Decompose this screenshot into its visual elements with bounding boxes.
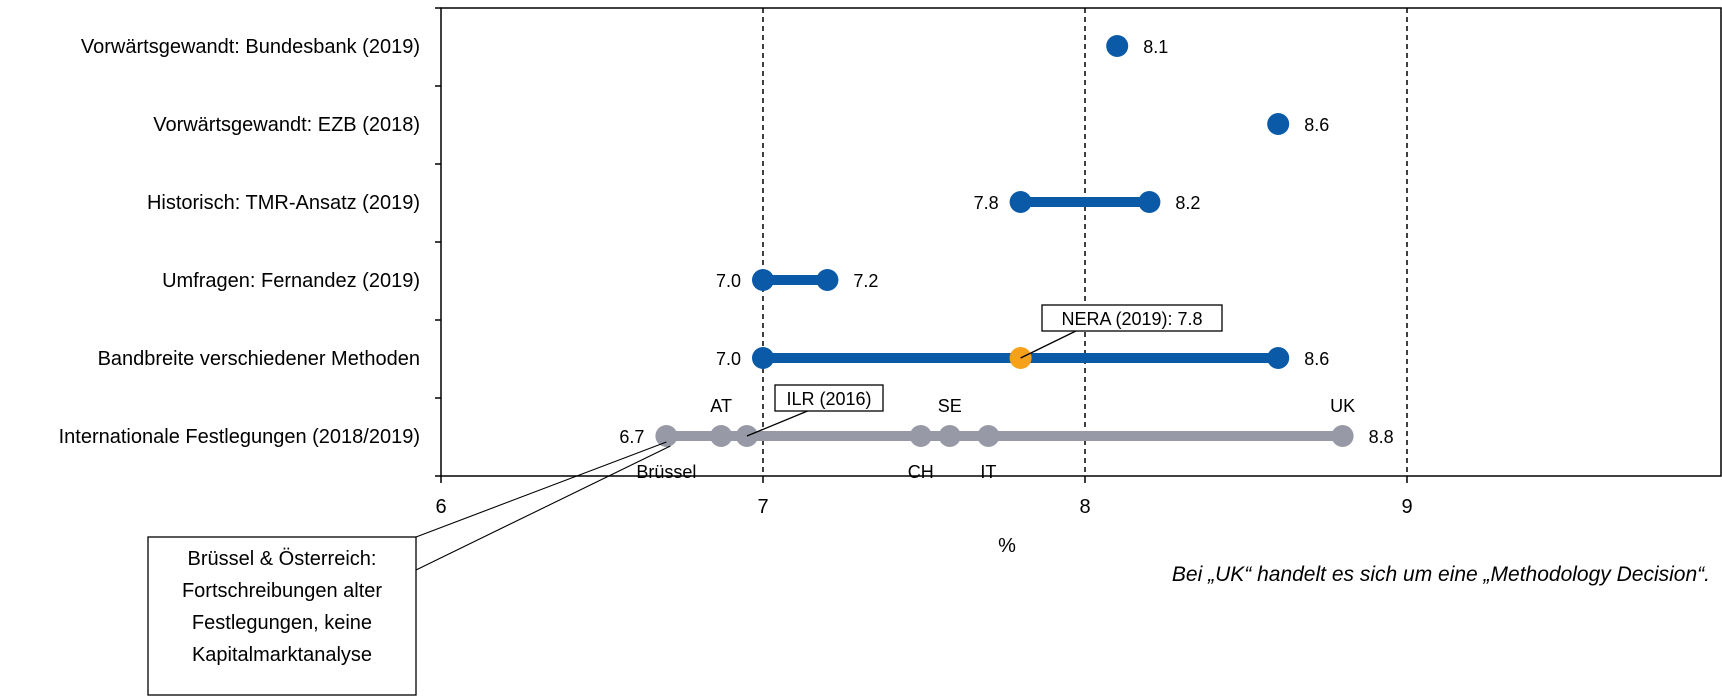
- x-tick-label: 7: [757, 496, 768, 518]
- country-label: AT: [710, 396, 732, 416]
- labels: Vorwärtsgewandt: Bundesbank (2019) Vorwär…: [59, 36, 1710, 586]
- point-low: [752, 347, 774, 369]
- point-high: [816, 269, 839, 291]
- footnote: Bei „UK“ handelt es sich um eine „Method…: [1172, 563, 1710, 586]
- callouts: NERA (2019): 7.8 ILR (2016) Brüssel & Öste…: [147, 304, 1223, 696]
- plot-frame: [440, 7, 1722, 477]
- nera-callout-label: NERA (2019): 7.8: [1061, 309, 1202, 329]
- international-point: [655, 425, 678, 447]
- point-low: [752, 269, 774, 291]
- value-label-low: 7.0: [716, 349, 741, 369]
- point-high: [1267, 347, 1290, 369]
- category-label: Bandbreite verschiedener Methoden: [98, 348, 420, 370]
- x-tick-label: 8: [1079, 496, 1090, 518]
- bruessel-leader-line: [415, 445, 671, 571]
- value-label-low: 7.8: [974, 193, 999, 213]
- ilr-callout-label: ILR (2016): [786, 389, 871, 409]
- category-label: Internationale Festlegungen (2018/2019): [59, 426, 420, 448]
- bruessel-callout-line: Kapitalmarktanalyse: [192, 644, 372, 666]
- series: [655, 35, 1354, 447]
- country-label: UK: [1330, 396, 1355, 416]
- value-label: 8.1: [1143, 37, 1168, 57]
- x-tick-label: 9: [1401, 496, 1412, 518]
- country-label: Brüssel: [636, 462, 696, 482]
- point: [1106, 35, 1129, 57]
- international-point: [1331, 425, 1354, 447]
- value-label-low: 6.7: [619, 427, 644, 447]
- country-label: SE: [938, 396, 962, 416]
- bruessel-leader-line: [415, 441, 667, 538]
- bruessel-callout-box: [147, 536, 417, 696]
- value-label-high: 8.6: [1304, 349, 1329, 369]
- country-label: IT: [980, 462, 996, 482]
- category-label: Vorwärtsgewandt: EZB (2018): [153, 114, 420, 136]
- point-low: [1009, 191, 1032, 213]
- value-label-high: 8.8: [1369, 427, 1394, 447]
- x-tick-label: 6: [435, 496, 446, 518]
- point: [1267, 113, 1290, 135]
- x-axis-label: %: [998, 535, 1016, 557]
- category-label: Vorwärtsgewandt: Bundesbank (2019): [81, 36, 420, 58]
- gridlines: [762, 8, 1408, 476]
- value-label-high: 8.2: [1175, 193, 1200, 213]
- bruessel-callout-line: Festlegungen, keine: [192, 612, 372, 634]
- country-label: CH: [908, 462, 934, 482]
- ilr-callout-box: [774, 384, 884, 412]
- value-label-low: 7.0: [716, 271, 741, 291]
- axes: 6 7 8 9%: [435, 7, 1722, 557]
- value-label: 8.6: [1304, 115, 1329, 135]
- international-point: [909, 425, 932, 447]
- point-high: [1138, 191, 1161, 213]
- bruessel-callout-line: Brüssel & Österreich:: [188, 548, 377, 570]
- international-point: [977, 425, 1000, 447]
- international-point: [938, 425, 961, 447]
- category-label: Umfragen: Fernandez (2019): [162, 270, 420, 292]
- bruessel-callout-line: Fortschreibungen alter: [182, 580, 382, 602]
- category-label: Historisch: TMR-Ansatz (2019): [147, 192, 420, 214]
- ilr-leader-line: [746, 409, 811, 437]
- value-label-high: 7.2: [853, 271, 878, 291]
- international-point: [710, 425, 733, 447]
- nera-leader-line: [1020, 329, 1079, 359]
- nera-callout-box: [1041, 304, 1223, 332]
